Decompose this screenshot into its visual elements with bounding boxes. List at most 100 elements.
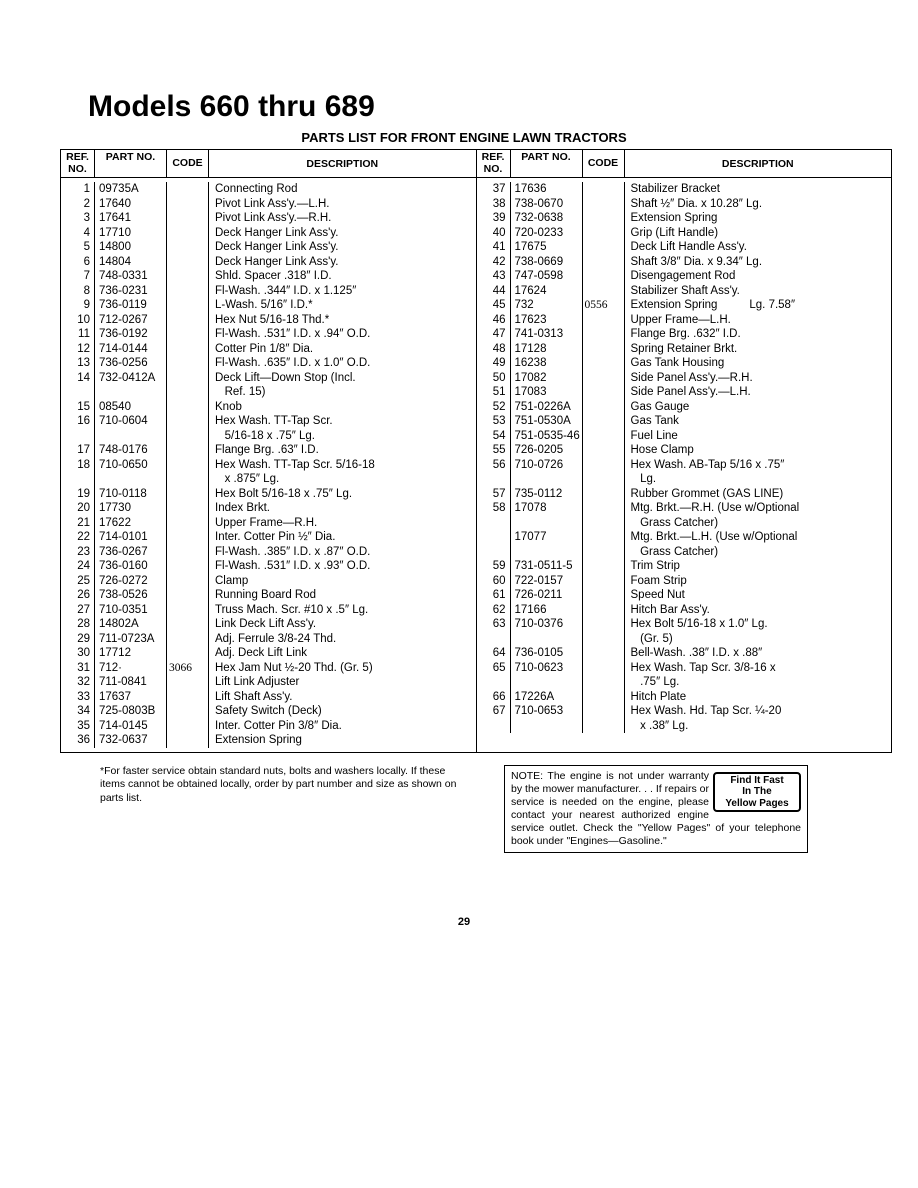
cell	[169, 371, 208, 386]
cell: 738-0669	[515, 255, 582, 270]
col-part-header: PART NO.	[511, 150, 583, 177]
cell: 726-0205	[515, 443, 582, 458]
cell: L-Wash. 5/16″ I.D.*	[215, 298, 476, 313]
cell: 43	[477, 269, 506, 284]
cell: 48	[477, 342, 506, 357]
cell	[169, 269, 208, 284]
cell	[585, 371, 624, 386]
cell: Trim Strip	[631, 559, 892, 574]
engine-note-box: Find It Fast In The Yellow Pages NOTE: T…	[504, 765, 808, 854]
cell	[169, 226, 208, 241]
cell	[585, 675, 624, 690]
cell: 720-0233	[515, 226, 582, 241]
cell	[169, 327, 208, 342]
cell: Speed Nut	[631, 588, 892, 603]
cell: Rubber Grommet (GAS LINE)	[631, 487, 892, 502]
cell: 28	[61, 617, 90, 632]
cell: 42	[477, 255, 506, 270]
cell: Gas Tank	[631, 414, 892, 429]
left-part-col: 09735A1764017641177101480014804748-03317…	[95, 182, 167, 748]
cell: Extension Spring	[631, 211, 892, 226]
cell	[169, 429, 208, 444]
cell: 714-0101	[99, 530, 166, 545]
cell: Fl-Wash. .635″ I.D. x 1.0″ O.D.	[215, 356, 476, 371]
col-part-header: PART NO.	[95, 150, 167, 177]
cell: 711-0723A	[99, 632, 166, 647]
cell: 0556	[585, 298, 624, 313]
cell: Fl-Wash. .531″ I.D. x .94″ O.D.	[215, 327, 476, 342]
cell: Deck Lift Handle Ass'y.	[631, 240, 892, 255]
cell: Lift Shaft Ass'y.	[215, 690, 476, 705]
cell: 17712	[99, 646, 166, 661]
cell: 747-0598	[515, 269, 582, 284]
cell	[169, 385, 208, 400]
cell: 29	[61, 632, 90, 647]
cell: 09735A	[99, 182, 166, 197]
cell: Cotter Pin 1/8″ Dia.	[215, 342, 476, 357]
cell: Pivot Link Ass'y.—R.H.	[215, 211, 476, 226]
cell: Connecting Rod	[215, 182, 476, 197]
cell	[169, 255, 208, 270]
cell	[585, 385, 624, 400]
find-line-3: Yellow Pages	[715, 798, 799, 810]
right-code-col: 0556	[583, 182, 625, 733]
cell: Running Board Rod	[215, 588, 476, 603]
cell: 710-0726	[515, 458, 582, 473]
find-line-2: In The	[715, 786, 799, 798]
cell: 51	[477, 385, 506, 400]
cell	[585, 516, 624, 531]
cell: 17	[61, 443, 90, 458]
cell: 741-0313	[515, 327, 582, 342]
cell: Flange Brg. .632″ I.D.	[631, 327, 892, 342]
cell: 732-0412A	[99, 371, 166, 386]
cell: Stabilizer Shaft Ass'y.	[631, 284, 892, 299]
cell: Hex Nut 5/16-18 Thd.*	[215, 313, 476, 328]
cell	[585, 313, 624, 328]
cell: Grass Catcher)	[631, 516, 892, 531]
cell: 54	[477, 429, 506, 444]
cell: 11	[61, 327, 90, 342]
cell	[585, 487, 624, 502]
cell	[169, 197, 208, 212]
cell: Hose Clamp	[631, 443, 892, 458]
left-desc-col: Connecting RodPivot Link Ass'y.—L.H.Pivo…	[209, 182, 476, 748]
cell: 751-0535-46	[515, 429, 582, 444]
cell	[169, 719, 208, 734]
col-desc-header: DESCRIPTION	[209, 150, 476, 177]
cell	[585, 240, 624, 255]
cell: 58	[477, 501, 506, 516]
cell	[169, 545, 208, 560]
cell: 7	[61, 269, 90, 284]
cell: 17078	[515, 501, 582, 516]
footnote: *For faster service obtain standard nuts…	[100, 765, 460, 806]
cell: 17622	[99, 516, 166, 531]
cell	[585, 574, 624, 589]
cell: 40	[477, 226, 506, 241]
cell: 17640	[99, 197, 166, 212]
cell: 736-0119	[99, 298, 166, 313]
cell: 6	[61, 255, 90, 270]
cell	[99, 429, 166, 444]
cell: Shld. Spacer .318″ I.D.	[215, 269, 476, 284]
cell	[169, 443, 208, 458]
cell: 9	[61, 298, 90, 313]
cell	[585, 429, 624, 444]
cell	[585, 255, 624, 270]
page-number: 29	[60, 916, 868, 928]
cell: 61	[477, 588, 506, 603]
page-title: Models 660 thru 689	[88, 90, 868, 124]
cell: 46	[477, 313, 506, 328]
cell	[169, 733, 208, 748]
cell	[585, 211, 624, 226]
cell	[477, 545, 506, 560]
cell: 39	[477, 211, 506, 226]
cell	[169, 458, 208, 473]
cell	[169, 516, 208, 531]
cell: 17636	[515, 182, 582, 197]
cell	[169, 472, 208, 487]
cell	[585, 646, 624, 661]
cell: 736-0160	[99, 559, 166, 574]
cell: 14800	[99, 240, 166, 255]
cell: 17082	[515, 371, 582, 386]
cell	[585, 342, 624, 357]
